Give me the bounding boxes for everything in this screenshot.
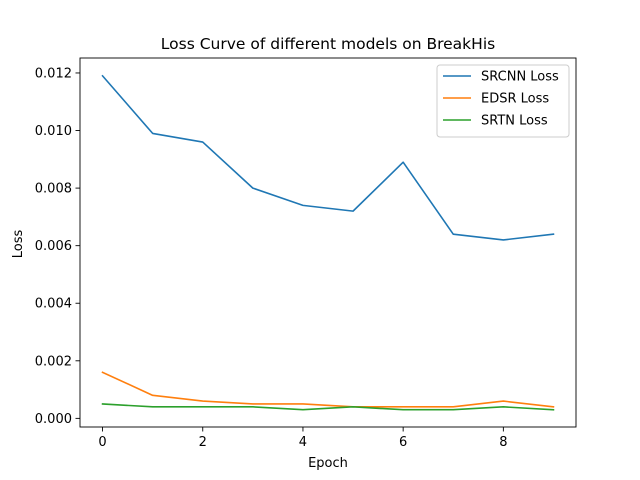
legend: SRCNN Loss EDSR Loss SRTN Loss: [436, 64, 570, 138]
y-tick-label: 0.000: [35, 412, 72, 427]
series-line-1: [101, 74, 555, 241]
chart-title: Loss Curve of different models on BreakH…: [161, 35, 495, 53]
x-axis-label: Epoch: [308, 456, 348, 471]
x-tick-label: 6: [399, 435, 407, 450]
legend-label: EDSR Loss: [481, 92, 549, 107]
axes-frame: [79, 57, 577, 428]
x-tick-label: 2: [199, 435, 207, 450]
y-tick-label: 0.008: [35, 182, 72, 197]
y-tick-label: 0.006: [35, 239, 72, 254]
y-tick-label: 0.002: [35, 354, 72, 369]
x-tick-label: 8: [499, 435, 507, 450]
x-tick-label: 4: [299, 435, 307, 450]
y-tick-label: 0.010: [35, 124, 72, 139]
y-tick-label: 0.012: [35, 66, 72, 81]
y-axis-label: Loss: [11, 230, 26, 259]
series-line-3: [101, 403, 555, 411]
y-tick-label: 0.004: [35, 297, 72, 312]
legend-box: [436, 64, 570, 138]
x-tick-label: 0: [98, 435, 106, 450]
series-line-2: [101, 371, 555, 408]
legend-label: SRCNN Loss: [481, 70, 559, 85]
plot-area: 0 2 4 6 8 0.000 0.002 0.004 0.006 0.008 0.010 0.012: [35, 57, 577, 450]
legend-label: SRTN Loss: [481, 114, 548, 129]
